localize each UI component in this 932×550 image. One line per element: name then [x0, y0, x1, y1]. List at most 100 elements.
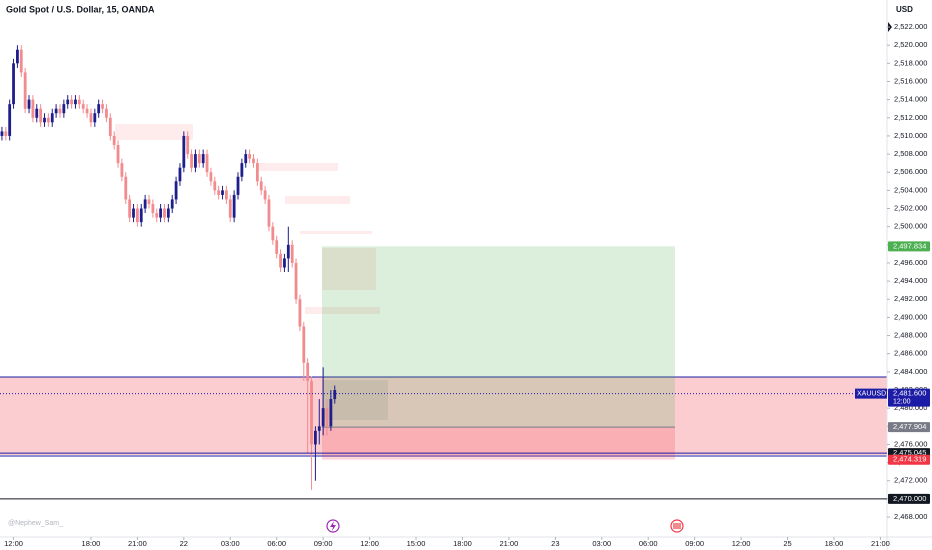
symbol-tag: XAUUSD	[857, 390, 886, 397]
candle-body	[62, 104, 66, 114]
candle-body	[325, 408, 329, 427]
candle-body	[43, 117, 46, 123]
y-tick-label: 2,480.000	[894, 403, 927, 412]
candle-body	[159, 208, 163, 218]
candle-body	[74, 99, 77, 105]
x-tick-label: 06:00	[639, 539, 658, 548]
y-tick-label: 2,496.000	[894, 258, 927, 267]
candle-body	[244, 154, 248, 164]
x-tick-label: 03:00	[592, 539, 611, 548]
y-tick-label: 2,512.000	[894, 113, 927, 122]
countdown: 12:00	[893, 398, 911, 405]
price-label: 2,477.904	[893, 422, 926, 431]
candle-body	[19, 49, 23, 73]
candle-body	[174, 181, 178, 200]
candle-body	[182, 135, 186, 168]
price-label: 2,474.319	[893, 455, 926, 464]
candle-body	[120, 163, 124, 177]
candle-body	[255, 163, 259, 182]
watermark: @Nephew_Sam_	[8, 520, 63, 527]
price-label-bg	[888, 241, 930, 252]
candle-body	[112, 135, 116, 146]
candle-body	[205, 154, 209, 173]
position-target-zone	[322, 246, 675, 428]
x-tick-label: 25	[783, 539, 791, 548]
candle-body	[197, 154, 201, 164]
candle-body	[290, 244, 294, 263]
supply-zones	[115, 124, 380, 314]
y-tick-label: 2,518.000	[894, 58, 927, 67]
candle-body	[317, 426, 321, 431]
y-tick-label: 2,472.000	[894, 476, 927, 485]
candle-body	[178, 167, 182, 182]
candle-body	[101, 104, 104, 109]
candle-body	[39, 108, 43, 123]
last-price-bg	[888, 388, 930, 407]
candle-body	[283, 258, 286, 268]
candle-body	[201, 154, 205, 164]
price-label: 2,470.000	[893, 494, 926, 503]
position-stop-zone	[322, 427, 675, 460]
candle-body	[240, 163, 244, 177]
x-tick-label: 15:00	[407, 539, 426, 548]
candle-body	[70, 99, 73, 105]
candle-body	[302, 326, 306, 363]
candle-body	[139, 208, 143, 223]
candle-body	[298, 299, 302, 327]
candle-body	[128, 199, 132, 218]
x-tick-label: 23	[551, 539, 559, 548]
candle-body	[54, 108, 58, 114]
supply-zone	[305, 307, 380, 314]
y-tick-label: 2,514.000	[894, 95, 927, 104]
candle-body	[4, 131, 8, 136]
x-tick-label: 09:00	[685, 539, 704, 548]
symbol-tag-bg	[855, 388, 887, 399]
candle-body	[46, 117, 50, 123]
candle-body	[35, 108, 39, 118]
candle-body	[232, 194, 236, 218]
candle-body	[271, 226, 275, 241]
y-tick-label: 2,490.000	[894, 312, 927, 321]
last-price-label: 2,481.600	[893, 389, 926, 398]
plot	[0, 45, 675, 490]
supply-zone	[115, 124, 193, 140]
candle-body	[236, 176, 240, 195]
candle-body	[124, 176, 128, 200]
x-tick-label: 12:00	[732, 539, 751, 548]
candle-body	[333, 390, 337, 400]
candle-body	[77, 99, 81, 105]
candle-body	[263, 190, 267, 200]
candle-body	[217, 190, 221, 195]
y-tick-label: 2,506.000	[894, 167, 927, 176]
x-tick-label: 18:00	[82, 539, 101, 548]
candle-body	[321, 408, 325, 427]
y-tick-label: 2,492.000	[894, 294, 927, 303]
candle-body	[155, 213, 159, 218]
candle-body	[12, 63, 15, 105]
candle-body	[135, 208, 139, 223]
candle-body	[97, 104, 101, 114]
candle-body	[147, 199, 151, 204]
y-tick-label: 2,508.000	[894, 149, 927, 158]
currency: USD	[896, 5, 913, 14]
candle-body	[105, 108, 108, 118]
x-tick-label: 09:00	[314, 539, 333, 548]
price-label: 2,475.045	[893, 448, 926, 457]
candle-body	[50, 113, 54, 123]
y-tick-label: 2,504.000	[894, 185, 927, 194]
candle-body	[151, 203, 155, 214]
price-label: 2,497.834	[893, 241, 926, 250]
y-tick-label: 2,522.000	[894, 22, 927, 31]
candle-body	[314, 430, 317, 445]
supply-zone	[258, 163, 338, 171]
candle-body	[306, 362, 310, 381]
candle-body	[190, 154, 193, 168]
candle-body	[16, 49, 19, 64]
supply-zone	[322, 248, 376, 290]
flag	[673, 523, 681, 529]
chart-title: Gold Spot / U.S. Dollar, 15, OANDA	[6, 4, 155, 14]
y-tick-label: 2,488.000	[894, 331, 927, 340]
candle-body	[209, 172, 213, 182]
